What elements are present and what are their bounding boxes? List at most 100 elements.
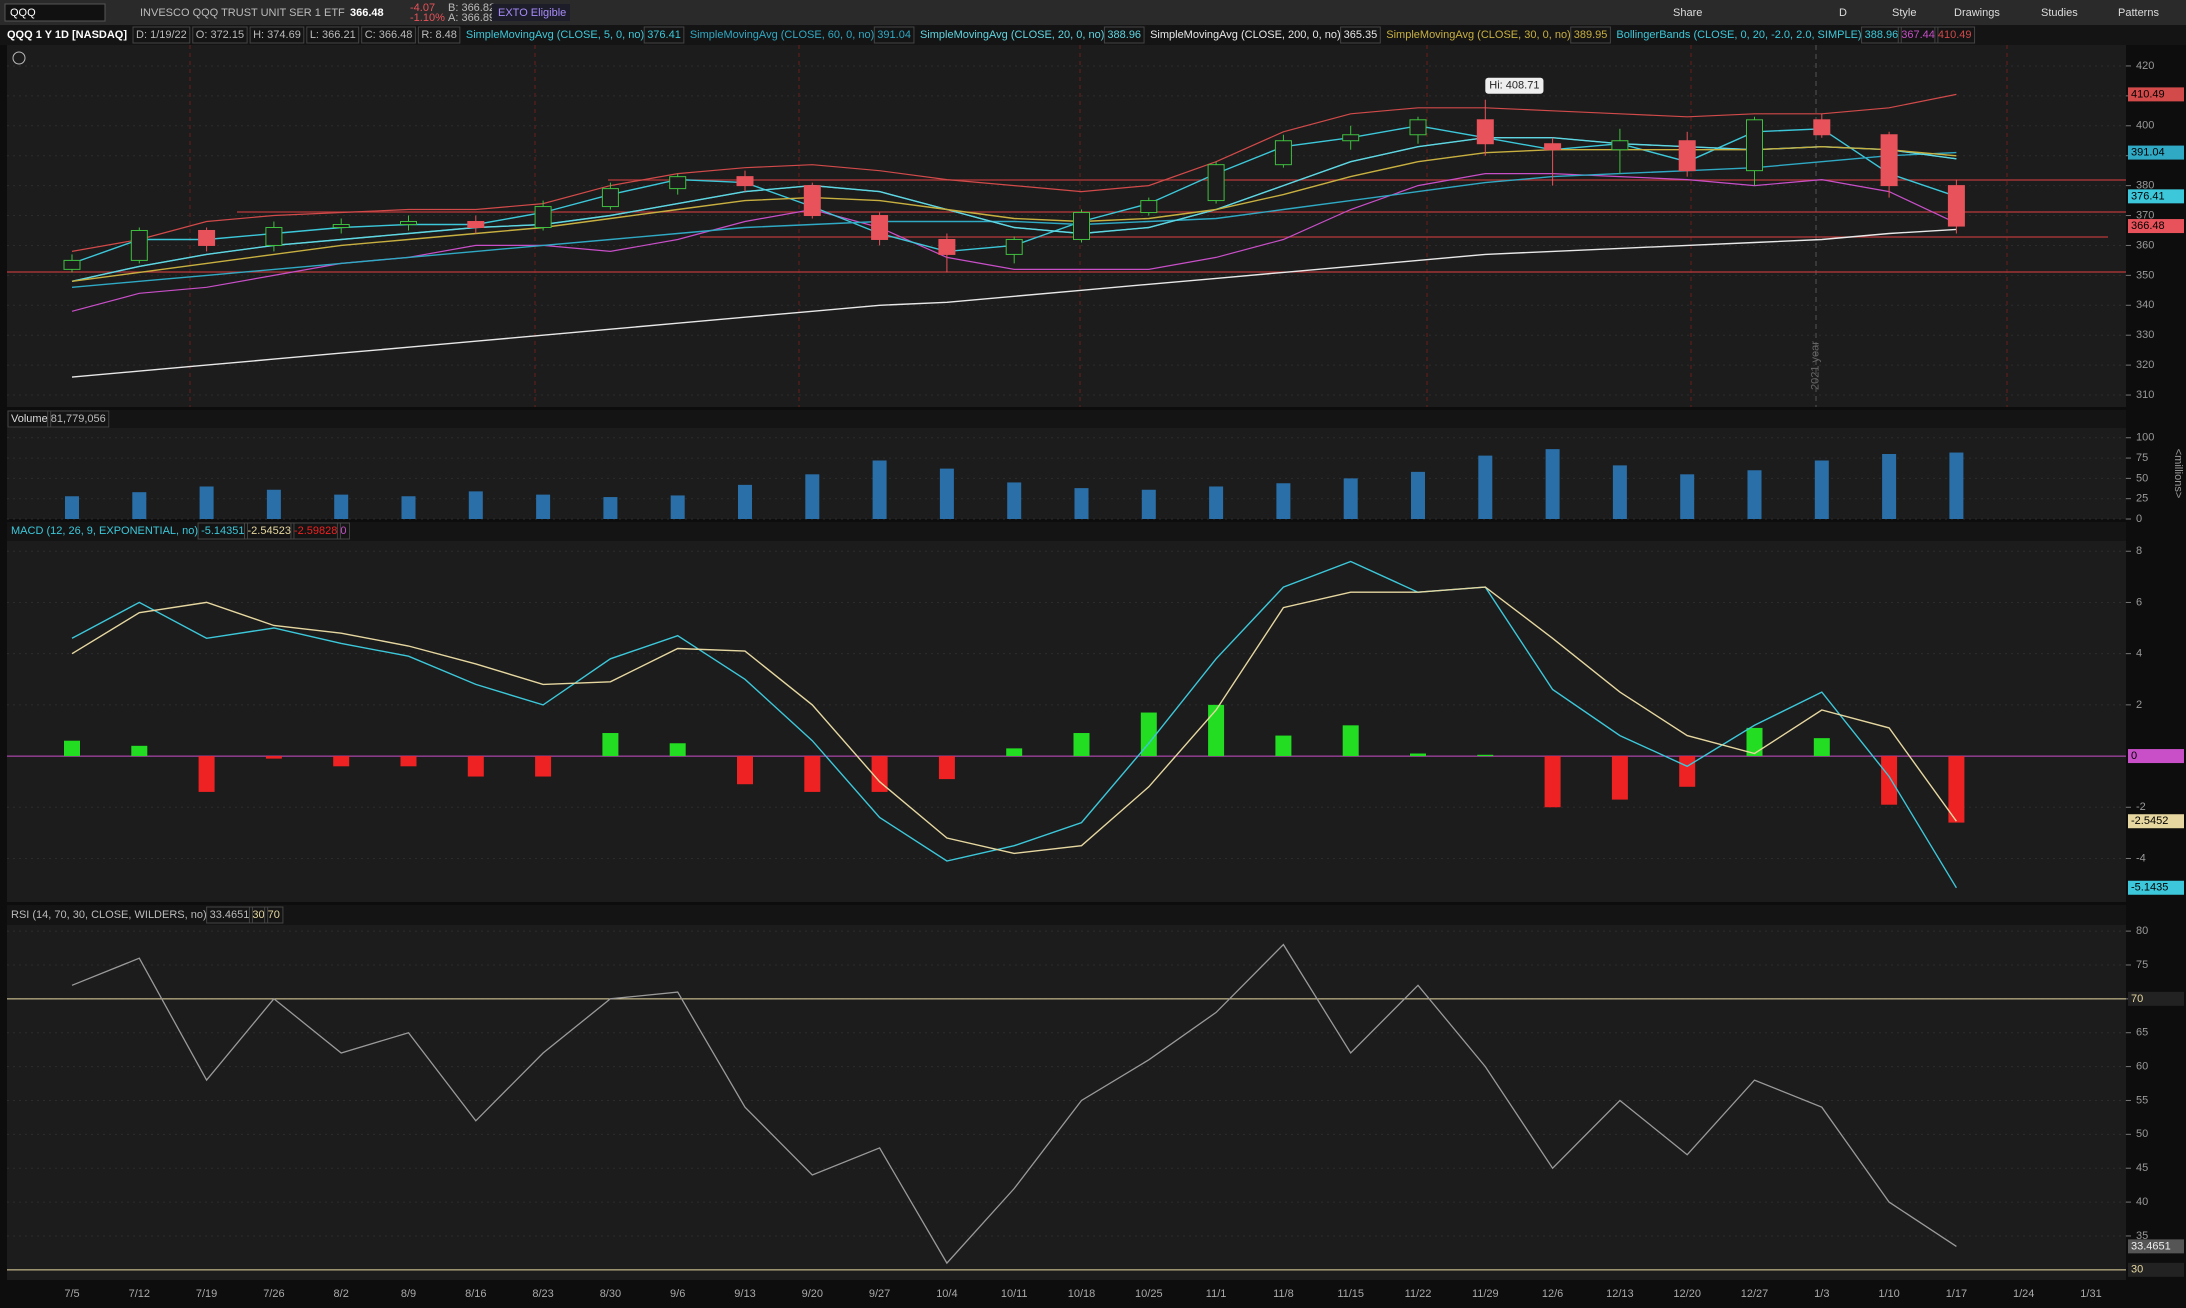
axis-marker-label: 376.41 bbox=[2131, 190, 2165, 202]
toolbar-button[interactable]: Share bbox=[1673, 7, 1702, 19]
histogram-bar bbox=[198, 756, 215, 792]
symbol[interactable]: QQQ bbox=[10, 7, 36, 19]
toolbar-button[interactable]: Studies bbox=[2041, 7, 2078, 19]
header-text: QQQ 1 Y 1D [NASDAQ] bbox=[7, 29, 127, 41]
y-tick-label: 80 bbox=[2136, 925, 2148, 937]
candle-body bbox=[1140, 200, 1158, 214]
x-tick-label: 10/18 bbox=[1068, 1288, 1096, 1300]
axis-marker-label: 410.49 bbox=[2131, 88, 2165, 100]
volume-bar bbox=[1209, 486, 1224, 519]
volume-bar bbox=[1814, 460, 1829, 519]
candle-body bbox=[1544, 143, 1562, 151]
symbol-box[interactable] bbox=[4, 3, 106, 22]
histogram-bar bbox=[535, 756, 552, 777]
x-tick-label: 11/22 bbox=[1405, 1288, 1432, 1300]
histogram-bar bbox=[669, 743, 686, 757]
x-tick-label: 1/24 bbox=[2013, 1288, 2034, 1300]
price-panel bbox=[7, 45, 2126, 407]
histogram-bar bbox=[1679, 756, 1696, 787]
histogram-bar bbox=[1813, 738, 1830, 757]
volume-bar bbox=[468, 491, 483, 519]
histogram-bar bbox=[1140, 712, 1157, 757]
y-tick-label: -2 bbox=[2136, 801, 2146, 813]
volume-bar bbox=[872, 460, 887, 519]
ohlc-info: C: 366.48 bbox=[365, 29, 413, 41]
study-legend: BollingerBands (CLOSE, 0, 20, -2.0, 2.0,… bbox=[1616, 29, 1861, 41]
toolbar-button[interactable]: Drawings bbox=[1954, 7, 2000, 19]
volume-bar bbox=[1478, 455, 1493, 519]
histogram-bar bbox=[804, 756, 821, 792]
macd-value-box bbox=[336, 522, 351, 540]
ohlc-info-box bbox=[417, 26, 461, 44]
header-bar bbox=[0, 25, 2186, 45]
volume-bar bbox=[1680, 474, 1695, 519]
x-tick-label: 8/16 bbox=[465, 1288, 486, 1300]
histogram-bar bbox=[1410, 753, 1426, 757]
histogram-bar bbox=[1611, 756, 1628, 800]
axis-marker-box bbox=[2128, 880, 2184, 895]
ohlc-info: O: 372.15 bbox=[196, 29, 244, 41]
last-price: 366.48 bbox=[350, 7, 384, 19]
study-value: 391.04 bbox=[877, 29, 911, 41]
band-line bbox=[71, 93, 1957, 252]
y-tick-label: 45 bbox=[2136, 1162, 2148, 1174]
study-legend: SimpleMovingAvg (CLOSE, 60, 0, no) bbox=[690, 29, 874, 41]
histogram-bar bbox=[1544, 756, 1561, 808]
macd-value: -5.14351 bbox=[201, 525, 244, 537]
panel-title: Volume bbox=[11, 413, 48, 425]
histogram-bar bbox=[1342, 725, 1359, 757]
volume-bar bbox=[1343, 478, 1358, 519]
candle-body bbox=[803, 185, 821, 217]
y-tick-label: 380 bbox=[2136, 180, 2154, 192]
candle-body bbox=[736, 176, 754, 187]
y-tick-label: 55 bbox=[2136, 1094, 2148, 1106]
candle-body bbox=[601, 188, 619, 208]
macd-value-box bbox=[290, 522, 341, 540]
macd-value: -2.54523 bbox=[248, 525, 291, 537]
volume-bar bbox=[199, 486, 214, 519]
candle-body bbox=[1207, 164, 1225, 202]
volume-bar bbox=[939, 468, 954, 519]
histogram-bar bbox=[1477, 754, 1494, 757]
volume-bar bbox=[1612, 465, 1627, 519]
volume-bar bbox=[65, 496, 79, 519]
y-tick-label: 420 bbox=[2136, 60, 2154, 72]
macd-panel bbox=[7, 541, 2126, 902]
histogram-bar bbox=[1006, 748, 1023, 757]
axis-marker-box bbox=[2128, 1239, 2184, 1254]
exto-box bbox=[492, 4, 570, 21]
x-tick-label: 8/2 bbox=[334, 1288, 349, 1300]
candle-body bbox=[1746, 119, 1763, 172]
volume-bar bbox=[334, 494, 349, 519]
toolbar-button[interactable]: Patterns bbox=[2118, 7, 2159, 19]
y-tick-label: -4 bbox=[2136, 852, 2146, 864]
axis-marker-box bbox=[2128, 814, 2184, 829]
histogram-bar bbox=[64, 740, 80, 757]
volume-bar bbox=[1747, 470, 1762, 519]
study-value-box bbox=[643, 26, 685, 44]
x-tick-label: 12/6 bbox=[1542, 1288, 1563, 1300]
toolbar-button[interactable]: D bbox=[1839, 7, 1847, 19]
candle-body bbox=[1005, 238, 1023, 255]
candle-body bbox=[265, 226, 283, 246]
toolbar-button[interactable]: Style bbox=[1892, 7, 1916, 19]
macd-value-box bbox=[244, 522, 295, 540]
volume-value: 81,779,056 bbox=[51, 413, 106, 425]
study-value: 365.35 bbox=[1344, 29, 1378, 41]
y-tick-label: 50 bbox=[2136, 472, 2148, 484]
rsi-panel bbox=[7, 925, 2126, 1280]
rsi-level-box bbox=[248, 906, 269, 924]
candle-body bbox=[63, 259, 81, 270]
volume-bar bbox=[536, 494, 551, 519]
x-tick-label: 12/20 bbox=[1673, 1288, 1701, 1300]
volume-bar bbox=[1411, 471, 1425, 519]
description: INVESCO QQQ TRUST UNIT SER 1 ETF bbox=[140, 7, 345, 19]
ohlc-info: L: 366.21 bbox=[310, 29, 356, 41]
histogram-bar bbox=[265, 756, 282, 759]
volume-bar bbox=[1074, 488, 1089, 519]
histogram-bar bbox=[1881, 756, 1898, 805]
y-tick-label: 0 bbox=[2136, 513, 2142, 525]
study-value: 389.95 bbox=[1574, 29, 1608, 41]
info-icon[interactable] bbox=[12, 51, 26, 65]
